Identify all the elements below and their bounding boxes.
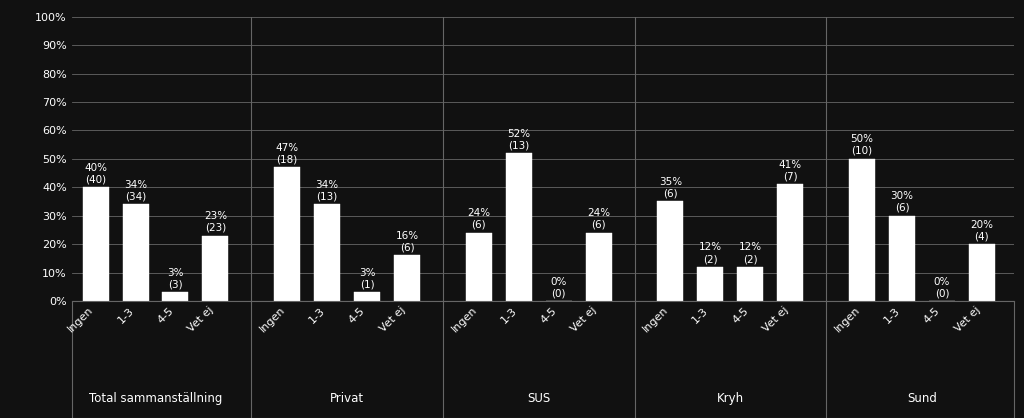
Text: 12%
(2): 12% (2) [738,242,762,264]
Text: Ingen: Ingen [641,305,671,334]
Text: 30%
(6): 30% (6) [891,191,913,213]
Bar [274,167,300,301]
Text: 3%
(3): 3% (3) [167,268,183,290]
Bar [969,244,994,301]
Bar [889,216,915,301]
Bar [354,293,380,301]
Text: Total sammanställning: Total sammanställning [89,393,222,405]
Bar [203,236,228,301]
Text: Kryh: Kryh [717,393,743,405]
Text: 40%
(40): 40% (40) [84,163,108,184]
Text: 34%
(34): 34% (34) [124,180,147,201]
Bar [586,233,611,301]
Text: 1-3: 1-3 [499,305,519,325]
Text: 4-5: 4-5 [730,305,751,325]
Text: 50%
(10): 50% (10) [851,135,873,156]
Text: Ingen: Ingen [67,305,95,334]
Bar [83,187,109,301]
Text: 35%
(6): 35% (6) [658,177,682,199]
Text: Vet ej: Vet ej [569,305,599,334]
Bar [394,255,420,301]
Bar [737,267,763,301]
Text: 1-3: 1-3 [307,305,327,325]
Text: 47%
(18): 47% (18) [275,143,299,165]
Bar [506,153,531,301]
Text: 4-5: 4-5 [539,305,559,325]
Text: Ingen: Ingen [450,305,479,334]
Text: Ingen: Ingen [833,305,862,334]
Text: Sund: Sund [907,393,937,405]
Text: Vet ej: Vet ej [186,305,215,334]
Text: 23%
(23): 23% (23) [204,211,227,233]
Text: 4-5: 4-5 [347,305,367,325]
Text: 1-3: 1-3 [690,305,711,325]
Text: Privat: Privat [330,393,365,405]
Text: 24%
(6): 24% (6) [467,208,490,230]
Bar [777,184,803,301]
Text: 0%
(0): 0% (0) [934,277,950,298]
Text: Vet ej: Vet ej [952,305,982,334]
Bar [123,204,148,301]
Text: Vet ej: Vet ej [378,305,407,334]
Text: 12%
(2): 12% (2) [698,242,722,264]
Text: 0%
(0): 0% (0) [551,277,567,298]
Text: 16%
(6): 16% (6) [395,231,419,252]
Text: 34%
(13): 34% (13) [315,180,339,201]
Bar [849,159,876,301]
Text: 1-3: 1-3 [883,305,902,325]
Text: 41%
(7): 41% (7) [778,160,802,181]
Bar [697,267,723,301]
Text: SUS: SUS [527,393,550,405]
Text: 20%
(4): 20% (4) [971,220,993,241]
Text: 3%
(1): 3% (1) [358,268,376,290]
Bar [314,204,340,301]
Text: Ingen: Ingen [258,305,288,334]
Text: Vet ej: Vet ej [761,305,791,334]
Bar [466,233,492,301]
Text: 4-5: 4-5 [922,305,942,325]
Text: 52%
(13): 52% (13) [507,129,530,150]
Text: 1-3: 1-3 [116,305,135,325]
Text: 24%
(6): 24% (6) [587,208,610,230]
Text: 4-5: 4-5 [156,305,175,325]
Bar [163,293,188,301]
Bar [657,201,683,301]
